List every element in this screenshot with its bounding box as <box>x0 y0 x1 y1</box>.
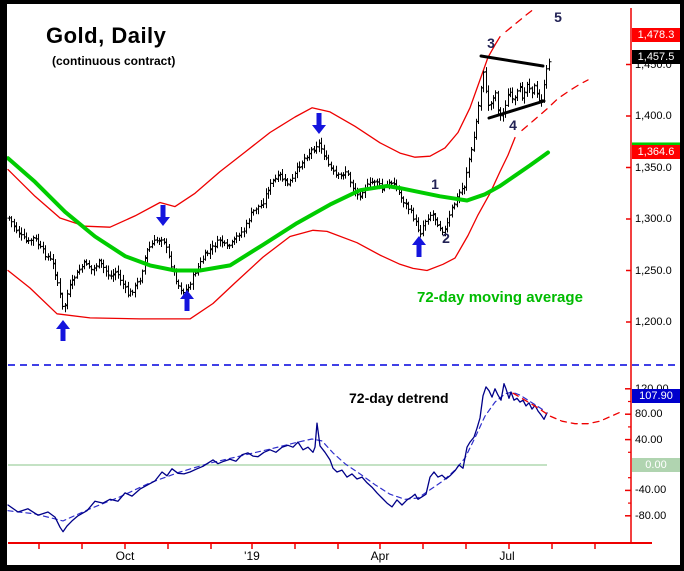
triangle-trendline-1 <box>479 54 545 68</box>
moving-average-line <box>6 150 550 273</box>
lower-envelope-projection <box>521 79 589 132</box>
ma-axis-marker <box>632 142 680 146</box>
upper-envelope-projection <box>505 8 535 33</box>
triangle-trendline-2 <box>487 99 546 120</box>
detrend-line <box>7 383 548 533</box>
window-border <box>0 0 684 4</box>
down-signal-arrow <box>312 113 326 134</box>
window-border <box>0 565 684 571</box>
detrend-projection <box>512 392 621 425</box>
ohlc-price-bars <box>7 58 552 313</box>
window-border <box>0 0 7 571</box>
window-border <box>680 0 684 571</box>
up-signal-arrow <box>412 236 426 257</box>
up-signal-arrow <box>180 290 194 311</box>
detrend-smoothed-line <box>7 391 544 522</box>
lower-envelope-band <box>7 136 516 320</box>
up-signal-arrow <box>56 320 70 341</box>
down-signal-arrow <box>156 205 170 226</box>
upper-envelope-band <box>7 36 501 228</box>
